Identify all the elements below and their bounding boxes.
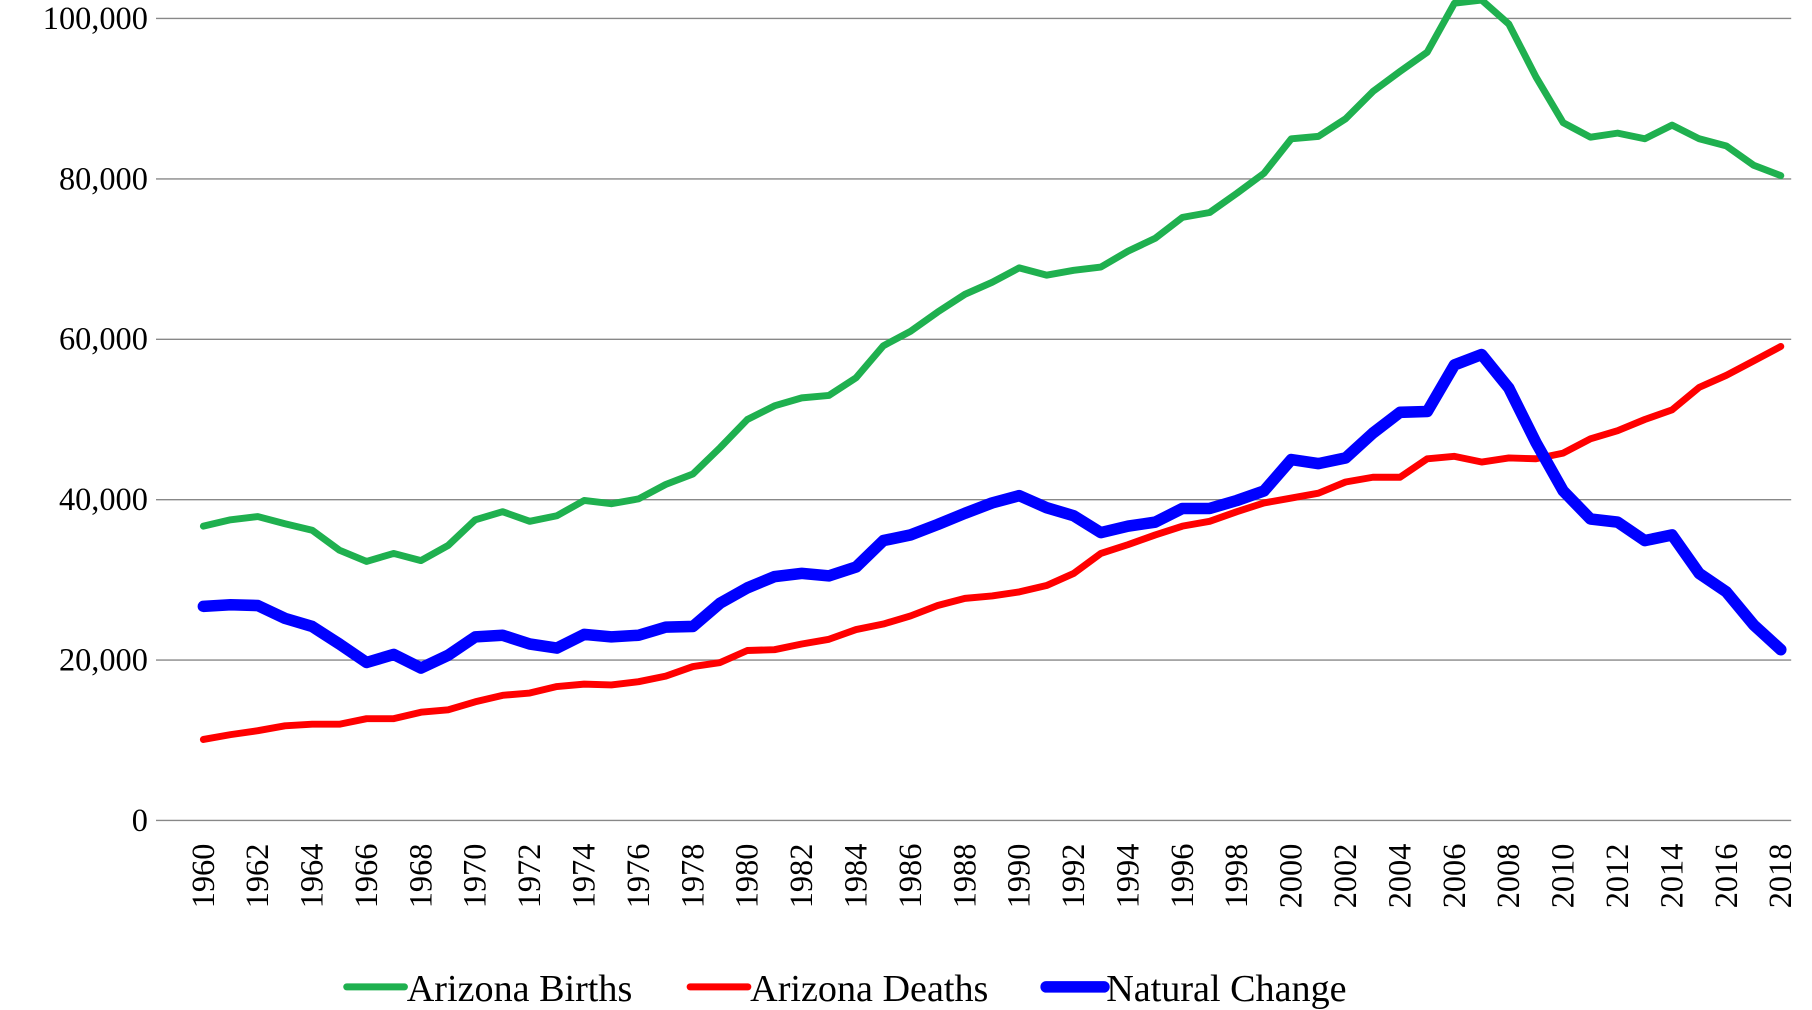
x-tick-label: 2014 [1653,844,1689,909]
x-tick-label: 2002 [1327,844,1363,909]
x-tick-label: 1978 [674,844,710,909]
y-tick-label: 80,000 [59,160,148,196]
x-tick-label: 1994 [1109,844,1145,909]
x-tick-label: 1966 [348,844,384,909]
x-tick-label: 1980 [729,844,765,909]
legend-label: Arizona Births [407,968,633,1010]
y-tick-label: 40,000 [59,481,148,517]
x-tick-label: 1990 [1001,844,1037,909]
x-tick-label: 2004 [1381,844,1417,909]
x-tick-label: 2018 [1762,844,1798,909]
legend-label: Natural Change [1106,968,1346,1010]
line-series [197,348,1787,674]
line-series [199,342,1785,743]
x-tick-label: 1968 [402,844,438,909]
x-tick-label: 1962 [239,844,275,909]
line-series [199,0,1785,565]
x-tick-label: 1998 [1218,844,1254,909]
y-tick-label: 0 [132,802,148,838]
x-tick-label: 1986 [892,844,928,909]
x-tick-label: 1964 [294,844,330,909]
x-tick-label: 1984 [838,844,874,909]
x-tick-label: 1976 [620,844,656,909]
x-tick-label: 2012 [1599,844,1635,909]
x-tick-label: 2010 [1545,844,1581,909]
x-tick-label: 2006 [1436,844,1472,909]
x-tick-label: 1970 [457,844,493,909]
x-tick-label: 1996 [1164,844,1200,909]
x-tick-label: 1988 [946,844,982,909]
x-tick-label: 1960 [185,844,221,909]
y-tick-label: 60,000 [59,321,148,357]
x-tick-label: 1992 [1055,844,1091,909]
x-tick-label: 1972 [511,844,547,909]
x-tick-label: 2016 [1708,844,1744,909]
y-tick-label: 100,000 [43,0,148,36]
y-tick-label: 20,000 [59,641,148,677]
x-tick-label: 2008 [1490,844,1526,909]
x-tick-label: 1982 [783,844,819,909]
legend-label: Arizona Deaths [750,968,988,1010]
x-tick-label: 2000 [1273,844,1309,909]
x-tick-label: 1974 [566,844,602,909]
